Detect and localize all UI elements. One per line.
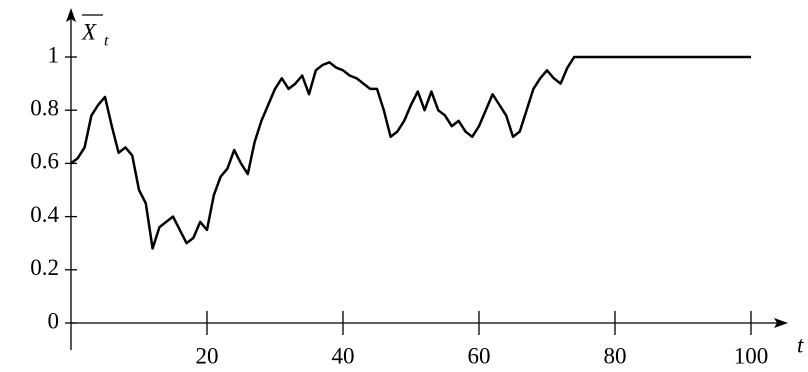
x-tick-label: 20 (196, 343, 219, 368)
y-label-sub: t (104, 33, 109, 50)
x-tick-label: 60 (468, 343, 491, 368)
y-axis-label: X t (81, 14, 109, 50)
x-axis-arrow (774, 318, 788, 328)
y-axis-arrow (66, 8, 76, 22)
y-tick-label: 1 (48, 42, 60, 67)
y-tick-label: 0.6 (30, 149, 59, 174)
y-tick-label: 0.4 (30, 202, 59, 227)
x-tick-label: 40 (332, 343, 355, 368)
y-tick-label: 0.8 (30, 95, 59, 120)
x-tick-label: 100 (734, 343, 769, 368)
y-label-base: X (81, 19, 97, 44)
line (70, 55, 751, 250)
x-tick-label: 80 (604, 343, 627, 368)
y-tick-label: 0 (48, 308, 60, 333)
x-axis-label: t (797, 332, 804, 357)
y-tick-label: 0.2 (30, 255, 59, 280)
